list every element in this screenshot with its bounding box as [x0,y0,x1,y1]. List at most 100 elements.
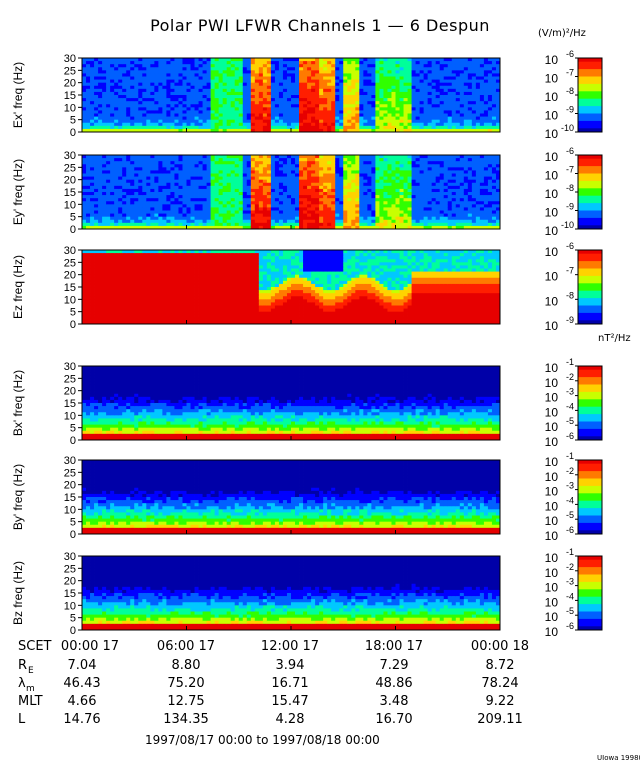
y-tick-label: 25 [64,467,76,479]
y-axis-label: Bx' freq (Hz) [11,370,25,436]
orbit-value: 134.35 [163,712,209,727]
y-tick-label: 0 [70,529,76,541]
y-tick-label: 5 [70,613,76,625]
colorbar-tick-base: 10 [545,610,559,624]
colorbar-tick-exponent: -1 [566,547,574,557]
orbit-value: 12.75 [167,694,205,709]
orbit-value: 7.04 [67,658,97,673]
orbit-value: 8.72 [485,658,515,673]
y-tick-label: 5 [70,517,76,529]
colorbar-tick-exponent: -4 [566,401,574,411]
colorbar-tick-base: 10 [545,581,559,595]
colorbar-tick-base: 10 [545,361,559,375]
y-tick-label: 20 [64,386,76,398]
colorbar-tick-base: 10 [545,206,559,220]
colorbar-tick-exponent: -5 [566,416,574,426]
orbit-row-label: R [18,658,28,673]
colorbar-tick-exponent: -2 [566,372,574,382]
y-axis-label: Ey' freq (Hz) [11,159,25,225]
y-tick-label: 15 [64,398,76,410]
colorbar-3: 10 -9 10 -8 10 -7 10 -6 [545,241,603,333]
y-axis-label: Ex' freq (Hz) [11,62,25,128]
orbit-value: 3.48 [379,694,409,709]
y-tick-label: 10 [64,410,76,422]
y-tick-label: 5 [70,307,76,319]
colorbar-tick-base: 10 [545,169,559,183]
orbit-row-label: SCET [18,639,52,654]
colorbar-tick-base: 10 [545,391,559,405]
y-tick-label: 20 [64,175,76,187]
y-tick-label: 10 [64,600,76,612]
orbit-value: 46.43 [63,676,101,691]
orbit-value: 48.86 [375,676,413,691]
orbit-value: 4.28 [275,712,305,727]
colorbar-tick-exponent: -4 [566,591,574,601]
y-tick-label: 30 [64,361,76,373]
colorbar-tick-exponent: -6 [566,241,574,251]
x-tick-label: 12:00 17 [260,639,320,654]
y-tick-label: 5 [70,212,76,224]
x-tick-label: 00:00 17 [60,639,120,654]
y-tick-label: 5 [70,115,76,127]
colorbar-tick-base: 10 [545,529,559,543]
y-tick-label: 0 [70,127,76,139]
x-tick-label: 06:00 17 [156,639,216,654]
orbit-value: 4.66 [67,694,97,709]
date-range-label: 1997/08/17 00:00 to 1997/08/18 00:00 [145,733,380,747]
colorbar-tick-base: 10 [545,224,559,238]
colorbar-tick-base: 10 [545,551,559,565]
x-tick-label: 18:00 17 [364,639,424,654]
y-tick-label: 10 [64,504,76,516]
colorbar-tick-exponent: -10 [561,220,574,230]
y-tick-label: 30 [64,245,76,257]
orbit-value: 16.71 [271,676,309,691]
colorbar-4: 10 -6 10 -5 10 -4 10 -3 10 -2 10 -1 [545,357,603,449]
colorbar-tick-base: 10 [545,376,559,390]
colorbar-tick-base: 10 [545,90,559,104]
y-tick-label: 30 [64,150,76,162]
colorbar-tick-exponent: -6 [566,431,574,441]
y-axis-label: Ez freq (Hz) [11,255,25,319]
magnetic-units-label: nT²/Hz [598,333,631,344]
colorbar-tick-base: 10 [545,470,559,484]
y-tick-label: 30 [64,455,76,467]
y-tick-label: 0 [70,224,76,236]
colorbar-tick-exponent: -2 [566,466,574,476]
colorbar-tick-exponent: -5 [566,606,574,616]
y-tick-label: 25 [64,162,76,174]
colorbar-tick-exponent: -1 [566,357,574,367]
colorbar-tick-exponent: -6 [566,146,574,156]
colorbar-tick-base: 10 [545,566,559,580]
y-axis-label: By' freq (Hz) [11,464,25,530]
orbit-value: 14.76 [63,712,101,727]
y-tick-label: 25 [64,257,76,269]
orbit-value: 7.29 [379,658,409,673]
y-tick-label: 10 [64,294,76,306]
y-tick-label: 10 [64,199,76,211]
orbit-value: 78.24 [481,676,519,691]
colorbar-tick-exponent: -8 [566,86,574,96]
y-tick-label: 15 [64,187,76,199]
colorbar-tick-base: 10 [545,72,559,86]
colorbar-tick-exponent: -9 [566,315,574,325]
colorbar-tick-base: 10 [545,455,559,469]
y-tick-label: 20 [64,270,76,282]
colorbar-tick-exponent: -3 [566,387,574,397]
colorbar-tick-base: 10 [545,420,559,434]
orbit-row-label: L [18,712,26,727]
colorbar-tick-exponent: -6 [566,49,574,59]
y-tick-label: 20 [64,78,76,90]
colorbar-tick-exponent: -5 [566,510,574,520]
colorbar-tick-base: 10 [545,270,559,284]
colorbar-tick-base: 10 [545,435,559,449]
y-tick-label: 0 [70,319,76,331]
